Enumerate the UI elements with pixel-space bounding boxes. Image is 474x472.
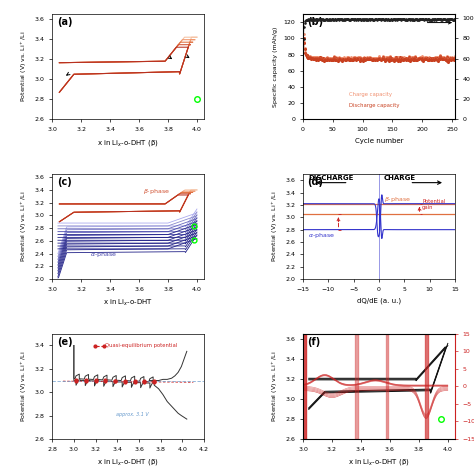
Text: (e): (e) (57, 337, 73, 347)
Text: (c): (c) (57, 177, 72, 187)
X-axis label: Cycle number: Cycle number (355, 137, 403, 143)
Text: Quasi-equilibrium potential: Quasi-equilibrium potential (105, 344, 178, 348)
Text: Discharge capacity: Discharge capacity (348, 103, 399, 108)
Text: $\beta$-phase: $\beta$-phase (384, 195, 411, 204)
X-axis label: x in Li$_x$-o-DHT (β): x in Li$_x$-o-DHT (β) (97, 457, 159, 467)
Y-axis label: Potential (V) vs. Li$^+$/Li: Potential (V) vs. Li$^+$/Li (19, 191, 29, 262)
Text: approx. 3.1 V: approx. 3.1 V (116, 412, 149, 417)
Text: (a): (a) (57, 17, 72, 27)
Y-axis label: Specific capacity (mAh/g): Specific capacity (mAh/g) (273, 26, 278, 107)
Text: (d): (d) (308, 177, 324, 187)
X-axis label: x in Li$_x$-o-DHT (β): x in Li$_x$-o-DHT (β) (348, 457, 410, 467)
Y-axis label: Potential (V) vs. Li$^+$/Li: Potential (V) vs. Li$^+$/Li (19, 351, 29, 422)
Text: Charge capacity: Charge capacity (348, 92, 392, 97)
Text: $\alpha$-phase: $\alpha$-phase (308, 231, 335, 240)
Text: Potential
gain: Potential gain (422, 199, 446, 210)
Text: $\alpha$-phase: $\alpha$-phase (90, 250, 117, 259)
Y-axis label: Potential (V) vs. Li$^+$/Li: Potential (V) vs. Li$^+$/Li (19, 31, 29, 102)
X-axis label: x in Li$_x$-o-DHT (β): x in Li$_x$-o-DHT (β) (97, 137, 159, 148)
Y-axis label: Potential (V) vs. Li$^+$/Li: Potential (V) vs. Li$^+$/Li (270, 191, 280, 262)
Text: CHARGE: CHARGE (384, 175, 416, 181)
Text: (f): (f) (308, 337, 321, 347)
Y-axis label: Potential (V) vs. Li$^+$/Li: Potential (V) vs. Li$^+$/Li (270, 351, 280, 422)
Text: $\beta$-phase: $\beta$-phase (143, 187, 170, 196)
Text: DISCHARGE: DISCHARGE (308, 175, 354, 181)
X-axis label: dQ/dE (a. u.): dQ/dE (a. u.) (357, 297, 401, 304)
Text: (b): (b) (308, 17, 324, 27)
X-axis label: x in Li$_x$-o-DHT: x in Li$_x$-o-DHT (103, 297, 153, 308)
